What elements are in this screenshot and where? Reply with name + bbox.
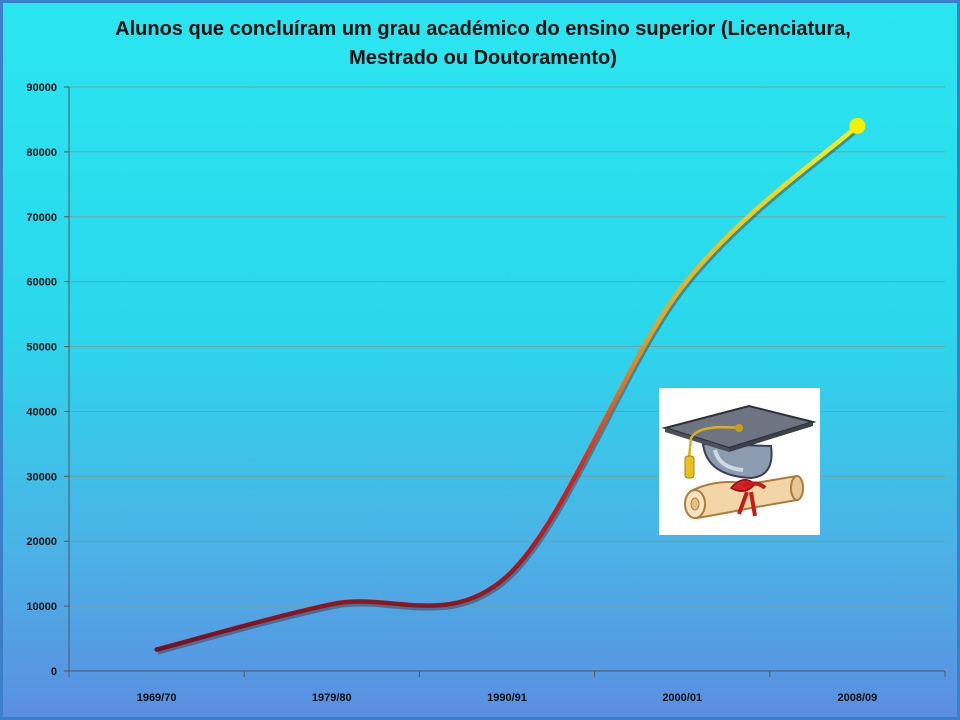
y-tick-label: 80000 bbox=[26, 147, 57, 159]
chart-title: Alunos que concluíram um grau académico … bbox=[3, 15, 960, 73]
x-tick-label: 1990/91 bbox=[487, 692, 527, 704]
series-line bbox=[154, 123, 860, 652]
y-tick-label: 40000 bbox=[26, 406, 57, 418]
y-tick-label: 50000 bbox=[26, 342, 57, 354]
y-tick-label: 60000 bbox=[26, 277, 57, 289]
chart-title-line-2: Mestrado ou Doutoramento) bbox=[349, 47, 617, 69]
y-tick-label: 70000 bbox=[26, 212, 57, 224]
x-tick-label: 1969/70 bbox=[137, 692, 177, 704]
y-tick-label: 30000 bbox=[26, 471, 57, 483]
y-tick-label: 90000 bbox=[26, 82, 57, 94]
end-marker bbox=[849, 117, 866, 134]
line-chart: 0 10000 20000 30000 40000 50000 60000 70000 8000… bbox=[26, 82, 946, 704]
chart-title-line-1: Alunos que concluíram um grau académico … bbox=[115, 18, 851, 40]
y-tick-label: 0 bbox=[51, 666, 57, 678]
x-tick-label: 2008/09 bbox=[838, 692, 878, 704]
graduation-cap-diploma-icon bbox=[659, 388, 820, 535]
x-tick-label: 2000/01 bbox=[662, 692, 702, 704]
x-tick-label: 1979/80 bbox=[312, 692, 352, 704]
y-tick-label: 10000 bbox=[26, 601, 57, 613]
y-tick-label: 20000 bbox=[26, 536, 57, 548]
